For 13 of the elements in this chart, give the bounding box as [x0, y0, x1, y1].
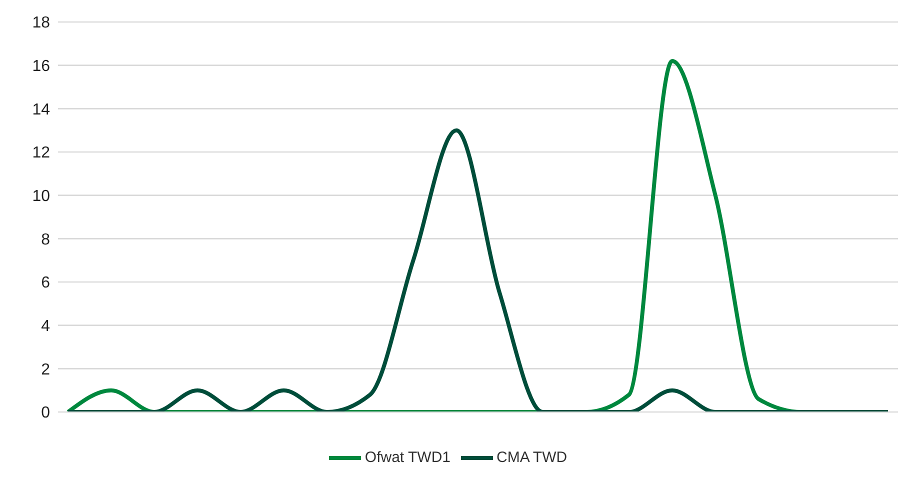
- y-tick-label: 10: [32, 188, 50, 206]
- line-series: [66, 128, 890, 412]
- y-tick-label: 2: [41, 361, 50, 378]
- y-tick-label: 8: [41, 231, 50, 248]
- y-tick-label: 4: [41, 318, 50, 336]
- y-tick-label: 16: [32, 58, 50, 76]
- y-tick-label: 0: [41, 404, 50, 422]
- y-tick-label: 6: [41, 274, 50, 292]
- legend-label: CMA TWD: [496, 448, 568, 466]
- y-tick-label: 18: [32, 14, 50, 32]
- y-tick-label: 14: [32, 101, 50, 118]
- legend-label: Ofwat TWD1: [364, 448, 450, 466]
- y-tick-label: 12: [32, 144, 50, 162]
